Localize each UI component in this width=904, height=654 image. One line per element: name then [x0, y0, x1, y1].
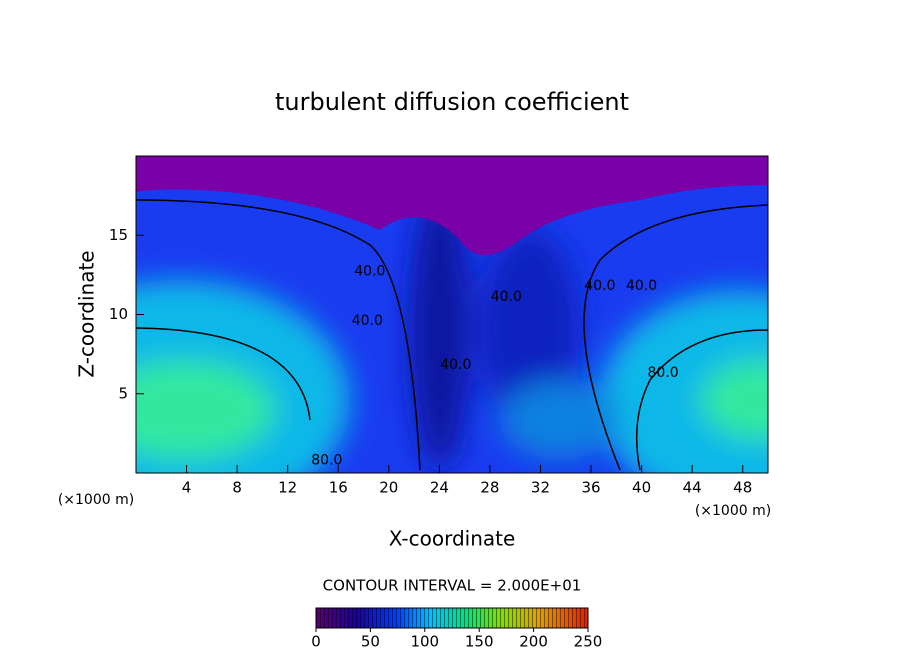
- x-tick-label: 12: [278, 479, 297, 497]
- contour-label: 40.0: [584, 278, 615, 294]
- x-axis-title: X-coordinate: [389, 527, 516, 551]
- colorbar-frame: [315, 607, 589, 629]
- y-tick-label: 5: [118, 384, 128, 402]
- contour-label: 40.0: [354, 264, 385, 280]
- x-tick-label: 32: [531, 479, 550, 497]
- colorbar-tick-label: 200: [519, 633, 548, 651]
- x-tick-label: 36: [581, 479, 600, 497]
- y-tick-label: 15: [109, 226, 128, 244]
- contour-interval: CONTOUR INTERVAL = 2.000E+01: [323, 577, 582, 595]
- contour-label: 40.0: [626, 278, 657, 294]
- x-tick-label: 44: [683, 479, 702, 497]
- colorbar-tick-label: 250: [574, 633, 603, 651]
- y-axis-title: Z-coordinate: [75, 250, 99, 377]
- colorbar-tick-label: 150: [465, 633, 494, 651]
- contour-label: 40.0: [352, 313, 383, 329]
- contour-label: 40.0: [440, 357, 471, 373]
- colorbar-tick-label: 0: [311, 633, 321, 651]
- x-tick-label: 48: [733, 479, 752, 497]
- contour-label: 40.0: [491, 289, 522, 305]
- colorbar-tick-label: 100: [410, 633, 439, 651]
- x-unit: (×1000 m): [58, 492, 134, 508]
- x-tick-label: 4: [182, 479, 192, 497]
- field: [136, 156, 768, 473]
- x-tick-label: 8: [232, 479, 242, 497]
- colorbar-tick-label: 50: [361, 633, 380, 651]
- x-tick-label: 28: [480, 479, 499, 497]
- contour-label: 80.0: [648, 365, 679, 381]
- contour-label: 80.0: [311, 452, 342, 468]
- x-tick-label: 16: [329, 479, 348, 497]
- x-tick-label: 24: [430, 479, 449, 497]
- x-tick-label: 20: [379, 479, 398, 497]
- x-tick-label: 40: [632, 479, 651, 497]
- x-unit: (×1000 m): [695, 503, 771, 519]
- chart-title: turbulent diffusion coefficient: [275, 88, 629, 116]
- y-tick-label: 10: [109, 305, 128, 323]
